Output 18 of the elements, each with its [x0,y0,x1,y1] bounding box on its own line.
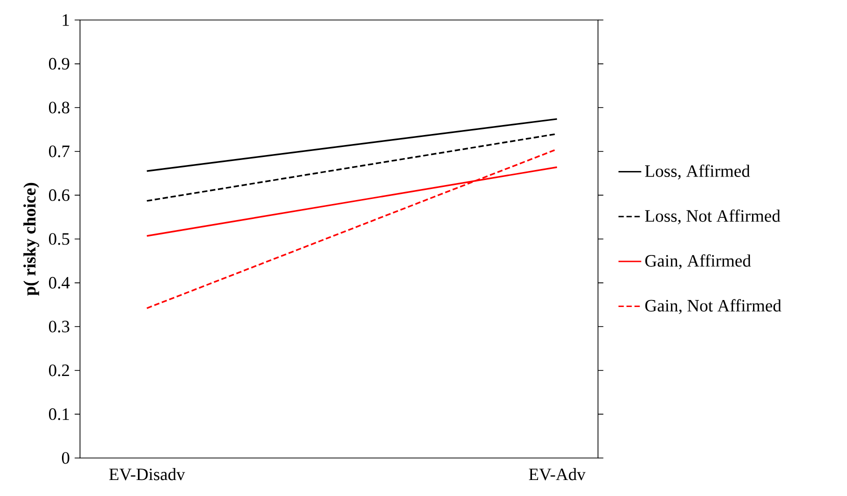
y-tick-label: 0.6 [48,189,70,202]
y-tick-label: 0.8 [48,102,70,114]
x-tick-label: EV-Disadv [109,468,186,480]
x-tick-label: EV-Adv [528,468,586,480]
legend-label: Gain, Not Affirmed [645,299,782,314]
y-tick-label: 1 [62,14,69,26]
legend-label: Gain, Affirmed [645,254,751,270]
y-tick-label: 0.4 [48,276,70,289]
y-tick-label: 0 [62,452,70,464]
y-tick-label: 0.2 [48,364,70,376]
legend-label: Loss, Not Affirmed [645,209,780,224]
y-tick-label: 0.7 [48,146,70,158]
y-tick-label: 0.9 [48,58,70,70]
y-axis-title: p( risky choice) [23,182,40,296]
y-tick-label: 0.5 [48,233,70,245]
legend-label: Loss, Affirmed [645,164,750,180]
y-tick-label: 0.3 [48,320,70,332]
y-tick-label: 0.1 [48,408,69,420]
